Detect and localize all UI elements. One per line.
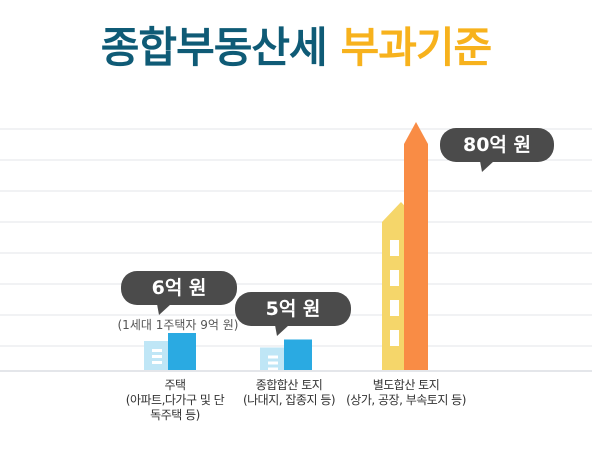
tower-orange (404, 122, 428, 370)
building-window (152, 361, 162, 364)
category-label-line: (아파트,다가구 및 단 (125, 393, 225, 407)
value-bubble: 80억 원 (440, 128, 554, 162)
bubble-tail (480, 161, 494, 172)
gridlines (0, 128, 592, 372)
category-label-line: 독주택 등) (150, 408, 200, 422)
building-window (268, 355, 278, 359)
category-label-line: 별도합산 토지 (372, 378, 440, 392)
annotation-note: (1세대 1주택자 9억 원) (117, 318, 239, 332)
building-window (152, 349, 162, 352)
building-window (268, 361, 278, 365)
tower-window (390, 240, 399, 256)
building-window (268, 367, 278, 371)
building-light (260, 347, 288, 370)
chart-marks (144, 122, 494, 371)
category-label: 종합합산 토지 (나대지, 잡종지 등) (242, 378, 336, 408)
title-part-1: 종합부동산세 (100, 23, 328, 72)
tower-bar (382, 122, 428, 370)
category-label-line: 주택 (164, 378, 186, 392)
category-label: 별도합산 토지 (상가, 공장, 부속토지 등) (346, 378, 466, 408)
building-dark (168, 333, 196, 370)
tower-window (390, 300, 399, 316)
category-label-line: 종합합산 토지 (255, 378, 323, 392)
tower-window (390, 330, 399, 346)
bubble-tail (275, 325, 289, 336)
building-dark (284, 339, 312, 370)
tower-window (390, 270, 399, 286)
building-bar (144, 333, 196, 370)
category-label-line: (나대지, 잡종지 등) (242, 393, 336, 407)
bubble-tail (157, 304, 171, 315)
value-bubble: 6억 원 (121, 271, 237, 305)
building-bar (260, 339, 312, 371)
building-window (152, 355, 162, 358)
page-title: 종합부동산세 부과기준 (0, 14, 592, 75)
title-part-2: 부과기준 (340, 23, 493, 72)
value-bubble: 5억 원 (235, 292, 351, 326)
category-label: 주택 (아파트,다가구 및 단 독주택 등) (125, 378, 225, 423)
category-label-line: (상가, 공장, 부속토지 등) (346, 393, 466, 407)
